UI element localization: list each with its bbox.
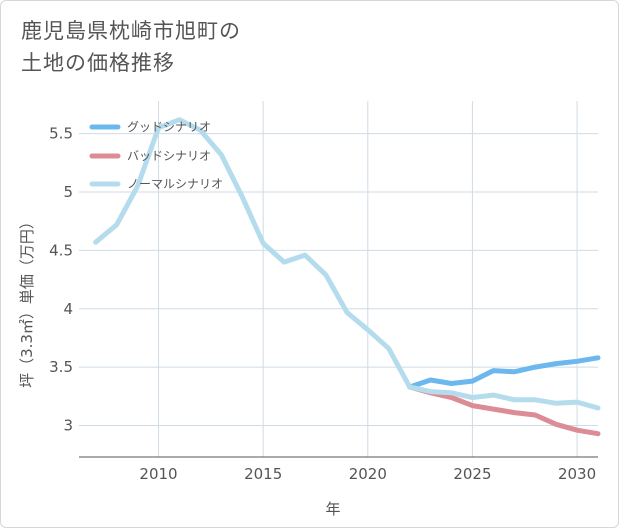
- legend-label-good: グッドシナリオ: [127, 120, 211, 134]
- series-line-good: [407, 355, 601, 390]
- legend: グッドシナリオ バッドシナリオ ノーマルシナリオ: [89, 120, 223, 191]
- chart-title-line-1: 鹿児島県枕崎市旭町の: [21, 19, 241, 43]
- x-tick-label: 2025: [453, 465, 491, 483]
- chart-title-line-2: 土地の価格推移: [21, 51, 175, 75]
- y-tick-label: 4.5: [49, 241, 73, 259]
- series-line-normal: [93, 117, 601, 411]
- y-tick-label: 3.5: [49, 358, 73, 376]
- series-line-bad: [407, 384, 601, 437]
- y-tick-labels: 3 3.5 4 4.5 5 5.5: [49, 125, 73, 435]
- legend-label-bad: バッドシナリオ: [127, 149, 211, 163]
- x-tick-label: 2020: [349, 465, 387, 483]
- x-tick-label: 2030: [558, 465, 596, 483]
- grid-lines: [79, 101, 598, 457]
- y-axis-title: 坪（3.3㎡）単価（万円）: [18, 214, 36, 388]
- x-tick-labels: 2010 2015 2020 2025 2030: [139, 465, 596, 483]
- x-tick-label: 2015: [244, 465, 282, 483]
- y-tick-label: 4: [63, 300, 73, 318]
- x-tick-label: 2010: [139, 465, 177, 483]
- x-axis-title: 年: [325, 500, 340, 518]
- series-lines: [93, 117, 601, 437]
- legend-label-normal: ノーマルシナリオ: [127, 177, 223, 191]
- y-tick-label: 5.5: [49, 125, 73, 143]
- chart-title: 鹿児島県枕崎市旭町の 土地の価格推移: [21, 15, 241, 79]
- y-tick-label: 5: [63, 183, 73, 201]
- y-tick-label: 3: [63, 416, 73, 434]
